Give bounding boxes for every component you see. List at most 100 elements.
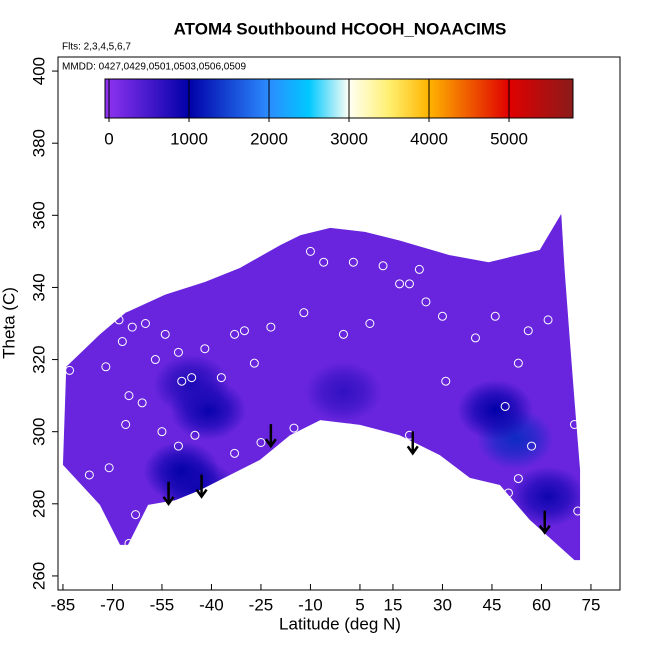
colorbar-tick-label: 3000	[330, 129, 368, 148]
sample-point	[319, 257, 329, 267]
sample-point	[101, 362, 111, 372]
y-tick-label: 280	[29, 490, 48, 518]
sample-point	[345, 423, 355, 433]
field-highs	[143, 354, 581, 527]
colorbar	[104, 78, 574, 119]
sample-point	[503, 488, 513, 498]
sample-point	[104, 463, 114, 473]
y-axis-label: Theta (C)	[0, 287, 18, 359]
annotation: MMDD: 0427,0429,0501,0503,0506,0509	[62, 62, 246, 73]
sample-point	[527, 441, 537, 451]
sample-point	[441, 376, 451, 386]
sample-point	[173, 441, 183, 451]
x-axis-label: Latitude (deg N)	[279, 614, 401, 633]
arrow	[406, 431, 419, 456]
sample-point	[114, 315, 124, 325]
sample-point	[65, 365, 75, 375]
sample-point	[513, 474, 523, 484]
sample-point	[484, 499, 494, 509]
sample-point	[299, 308, 309, 318]
arrow	[264, 424, 277, 449]
x-tick-label: -85	[51, 595, 76, 614]
field-high	[305, 362, 382, 423]
sample-point	[131, 510, 141, 520]
y-tick-label: 360	[29, 201, 48, 229]
field-high	[160, 459, 237, 520]
sample-point	[239, 326, 249, 336]
field-high	[153, 354, 230, 415]
sample-point	[414, 264, 424, 274]
sample-point	[404, 279, 414, 289]
sample-point	[256, 438, 266, 448]
sample-point	[490, 311, 500, 321]
x-tick-label: -25	[249, 595, 274, 614]
x-tick-label: -70	[100, 595, 125, 614]
sample-point	[177, 376, 187, 386]
sample-point	[470, 333, 480, 343]
sample-point	[140, 319, 150, 328]
sample-point	[230, 329, 240, 339]
y-tick-label: 320	[29, 345, 48, 373]
arrow	[162, 481, 175, 506]
colorbar-tick-label: 5000	[490, 129, 528, 148]
x-tick-label: 30	[433, 595, 452, 614]
sample-point	[378, 261, 388, 271]
subtitle: Flts: 2,3,4,5,6,7	[62, 42, 131, 53]
plot-frame	[57, 56, 621, 591]
sample-point	[137, 398, 147, 408]
y-tick-label: 400	[29, 57, 48, 85]
x-tick-label: -55	[150, 595, 175, 614]
sample-point	[230, 448, 240, 458]
sample-point	[157, 427, 167, 437]
sample-point	[84, 470, 94, 480]
colorbar-tick-label: 0	[104, 129, 113, 148]
x-tick-label: 45	[482, 595, 501, 614]
colorbar-tick-label: 1000	[170, 129, 208, 148]
colorbar-tick-label: 4000	[410, 129, 448, 148]
arrow	[195, 474, 208, 499]
sample-point	[121, 419, 131, 429]
colorbar-tick-label: 2000	[250, 129, 288, 148]
sample-point	[117, 337, 127, 347]
sample-point	[437, 311, 447, 321]
x-tick-label: 5	[355, 595, 364, 614]
sample-point	[338, 329, 348, 339]
field-high	[510, 466, 581, 527]
x-tick-label: 75	[581, 595, 600, 614]
sample-point	[150, 355, 160, 365]
sample-point	[434, 459, 444, 469]
sample-point	[124, 538, 134, 548]
sample-point	[124, 391, 134, 401]
sample-point	[190, 430, 200, 440]
arrow	[538, 510, 551, 535]
sample-point	[421, 297, 431, 307]
field-high	[457, 380, 534, 441]
sample-point	[187, 373, 197, 383]
x-tick-label: 60	[532, 595, 551, 614]
sample-point	[573, 506, 583, 516]
sample-point	[305, 246, 315, 256]
sample-point	[200, 344, 210, 354]
sample-point	[348, 257, 358, 267]
sample-point	[395, 279, 405, 289]
x-tick-label: 15	[383, 595, 402, 614]
y-tick-label: 300	[29, 417, 48, 445]
sample-point	[365, 319, 375, 328]
sample-point	[289, 423, 299, 433]
sample-point	[160, 329, 170, 339]
sample-point	[266, 322, 276, 332]
sample-point	[543, 315, 553, 325]
y-tick-label: 260	[29, 562, 48, 590]
sample-point	[127, 322, 137, 332]
sample-point	[523, 326, 533, 336]
y-tick-label: 380	[29, 129, 48, 157]
sample-point	[513, 358, 523, 368]
x-tick-label: -40	[199, 595, 224, 614]
chart-title: ATOM4 Southbound HCOOH_NOAACIMS	[174, 19, 507, 38]
x-tick-label: -10	[298, 595, 323, 614]
y-tick-label: 340	[29, 273, 48, 301]
sample-point	[173, 347, 183, 357]
sample-point	[216, 373, 226, 383]
sample-point	[500, 401, 510, 411]
